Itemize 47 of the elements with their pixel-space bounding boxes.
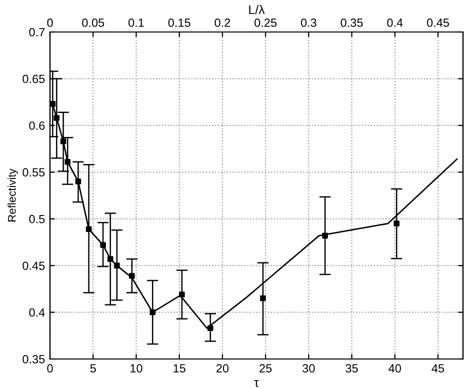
x-tick-label: 25	[260, 364, 272, 373]
y-tick-label: 0.7	[29, 28, 45, 36]
point	[50, 101, 56, 107]
x2-tick-label: 0.4	[387, 18, 403, 27]
x-tick-label: 5	[90, 364, 96, 373]
point	[86, 226, 92, 232]
x2-tick-label: 0.2	[214, 18, 230, 27]
point	[54, 115, 60, 121]
point	[75, 178, 82, 184]
point	[179, 292, 185, 298]
point	[64, 158, 70, 165]
x-tick-label: 35	[346, 364, 358, 373]
y-tick-label: 0.4	[29, 308, 45, 317]
y-axis-title: Reflectivity	[8, 168, 18, 222]
point	[322, 232, 328, 239]
y-tick-label: 0.35	[22, 355, 45, 364]
x-tick-label: 30	[302, 364, 315, 373]
x-axis-title: τ	[254, 380, 259, 387]
x2-tick-label: 0.45	[426, 18, 449, 27]
x2-axis-title: L/λ	[249, 4, 265, 14]
point	[100, 242, 106, 248]
y-tick-label: 0.5	[29, 214, 45, 224]
point	[394, 220, 400, 226]
x2-tick-label: 0.1	[128, 18, 144, 27]
x2-tick-label: 0.3	[300, 18, 316, 27]
x2-tick-label: 0.05	[82, 18, 104, 27]
x2-tick-label: 0.35	[340, 18, 363, 27]
x2-tick-label: 0.25	[254, 18, 277, 27]
x-tick-label: 10	[130, 364, 142, 373]
x-tick-label: 0	[47, 364, 53, 373]
point	[114, 262, 120, 268]
y-tick-label: 0.45	[22, 262, 45, 270]
x2-tick-label: 0.15	[168, 18, 190, 27]
point	[150, 309, 156, 316]
y-tick-label: 0.65	[22, 74, 45, 84]
point	[129, 272, 135, 279]
x-tick-label: 45	[432, 364, 444, 373]
point	[107, 256, 114, 262]
x-tick-label: 40	[388, 364, 401, 373]
y-tick-label: 0.6	[29, 121, 45, 130]
x-tick-label: 15	[174, 364, 186, 373]
x2-tick-label: 0	[47, 18, 53, 27]
point	[260, 295, 266, 302]
y-tick-label: 0.55	[22, 168, 45, 177]
point	[207, 325, 214, 332]
x-tick-label: 20	[216, 364, 229, 373]
point	[60, 138, 66, 144]
